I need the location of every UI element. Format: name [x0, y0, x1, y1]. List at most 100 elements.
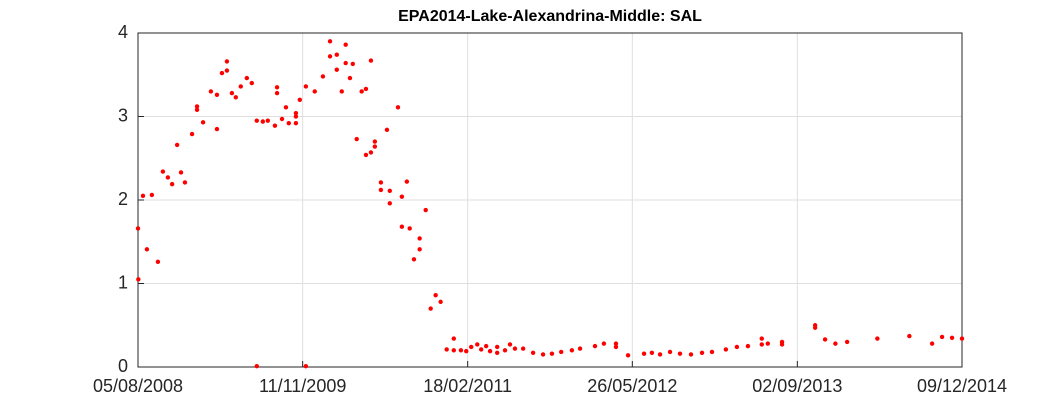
data-point	[347, 75, 353, 81]
data-point	[169, 181, 175, 187]
data-point	[354, 136, 359, 142]
data-point	[274, 85, 280, 90]
data-point	[939, 334, 945, 340]
data-point	[399, 224, 405, 229]
data-point	[160, 169, 166, 174]
data-point	[144, 247, 150, 252]
data-point	[464, 348, 469, 354]
data-point	[601, 341, 607, 346]
data-point	[458, 348, 464, 353]
data-point	[734, 344, 740, 350]
data-point	[350, 61, 356, 67]
x-tick-label: 05/08/2008	[93, 376, 183, 396]
data-point	[649, 350, 655, 356]
data-point	[530, 350, 536, 356]
data-point	[363, 86, 369, 92]
data-point	[244, 75, 250, 81]
data-point	[507, 342, 513, 347]
data-point	[483, 343, 489, 349]
y-tick-label: 2	[118, 189, 128, 209]
data-point	[265, 118, 271, 123]
data-point	[359, 89, 364, 94]
data-point	[779, 339, 785, 345]
data-point	[249, 80, 255, 86]
data-point	[613, 341, 619, 346]
data-point	[334, 52, 339, 57]
data-point	[274, 90, 280, 96]
data-point	[875, 336, 880, 341]
data-point	[140, 193, 146, 199]
data-point	[469, 344, 474, 350]
data-point	[520, 346, 526, 351]
data-point	[182, 180, 188, 185]
data-point	[372, 144, 378, 149]
x-tick-label: 09/12/2014	[917, 376, 1007, 396]
data-point	[260, 119, 266, 124]
data-point	[233, 95, 238, 100]
data-point	[709, 349, 715, 355]
data-point	[540, 352, 546, 357]
data-point	[254, 118, 259, 123]
data-point	[404, 179, 410, 184]
data-point	[559, 349, 564, 355]
data-point	[688, 352, 694, 357]
data-point	[423, 207, 428, 213]
data-point	[833, 341, 838, 346]
data-point	[677, 351, 683, 356]
data-point	[224, 59, 230, 64]
data-point	[320, 74, 326, 79]
data-point	[378, 180, 384, 185]
data-point	[487, 348, 493, 354]
data-point	[949, 335, 955, 340]
data-point	[387, 201, 392, 206]
data-point	[214, 92, 220, 97]
data-point	[569, 348, 575, 353]
data-point	[293, 120, 299, 126]
data-point	[363, 152, 369, 158]
data-point	[844, 339, 850, 345]
data-point	[343, 42, 348, 47]
data-point	[194, 104, 200, 109]
data-point	[822, 337, 828, 342]
data-point	[494, 344, 500, 350]
data-point	[475, 342, 480, 347]
data-point	[174, 142, 180, 148]
data-point	[312, 89, 317, 94]
data-point	[407, 226, 412, 231]
data-point	[368, 150, 374, 155]
data-point	[428, 306, 433, 311]
data-point	[549, 351, 555, 356]
data-point	[451, 348, 457, 353]
data-point	[699, 350, 705, 356]
data-point	[577, 346, 583, 351]
data-point	[378, 187, 384, 193]
data-point	[613, 344, 619, 350]
data-point	[272, 123, 278, 128]
x-tick-label: 26/05/2012	[587, 376, 677, 396]
data-point	[136, 277, 141, 282]
data-point	[745, 343, 751, 349]
data-point	[229, 90, 235, 96]
data-point	[303, 363, 309, 369]
data-point	[165, 175, 171, 180]
x-tick-label: 02/09/2013	[752, 376, 842, 396]
data-point	[155, 259, 161, 264]
data-point	[238, 84, 243, 89]
data-point	[417, 236, 422, 241]
y-tick-label: 3	[118, 105, 128, 125]
data-point	[502, 348, 508, 353]
plot-frame	[137, 32, 963, 368]
data-point	[368, 58, 374, 63]
data-point	[149, 192, 155, 198]
data-point	[667, 349, 673, 355]
y-tick-label: 0	[118, 356, 128, 376]
data-point	[286, 120, 291, 126]
data-point	[411, 257, 417, 262]
data-point	[433, 292, 438, 298]
data-point	[214, 126, 220, 132]
data-point	[224, 68, 230, 73]
data-point	[327, 39, 333, 44]
data-point	[417, 247, 422, 252]
data-point	[759, 336, 764, 341]
y-tick-label: 4	[118, 22, 128, 42]
